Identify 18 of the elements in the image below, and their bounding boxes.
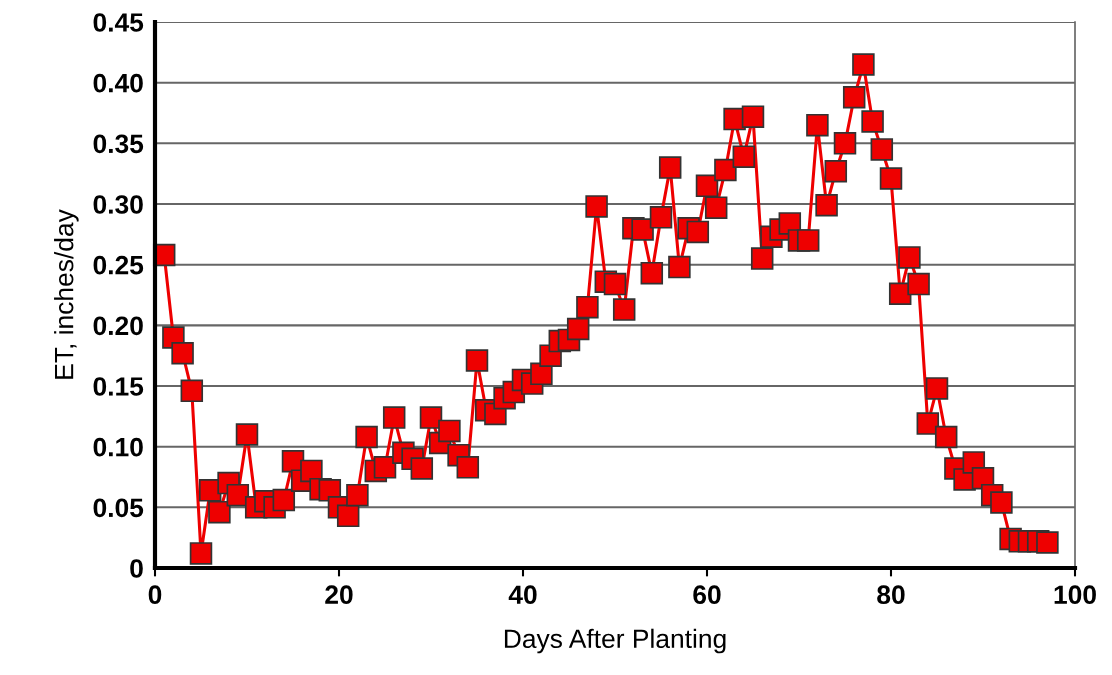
y-tick-label: 0.25 [93, 255, 144, 275]
y-tick-label: 0.05 [93, 498, 144, 518]
y-tick-label: 0.30 [93, 195, 143, 214]
y-axis-title: ET, inches/day [54, 209, 79, 379]
y-tick-label: 0.35 [93, 134, 144, 154]
y-tick-label: 0 [130, 559, 143, 578]
y-tick-label: 0.10 [93, 437, 143, 457]
x-tick-label: 40 [508, 585, 537, 605]
y-tick-label: 0.20 [93, 316, 143, 336]
y-tick-label: 0.15 [93, 377, 144, 396]
x-axis-title: Days After Planting [504, 628, 726, 654]
x-tick-label: 20 [325, 585, 353, 605]
x-tick-label: 80 [877, 585, 905, 605]
y-tick-label: 0.45 [93, 13, 144, 32]
y-tick-label: 0.40 [93, 73, 143, 93]
x-tick-label: 0 [148, 585, 162, 605]
x-tick-label: 100 [1054, 585, 1096, 605]
x-tick-label: 60 [693, 585, 721, 605]
